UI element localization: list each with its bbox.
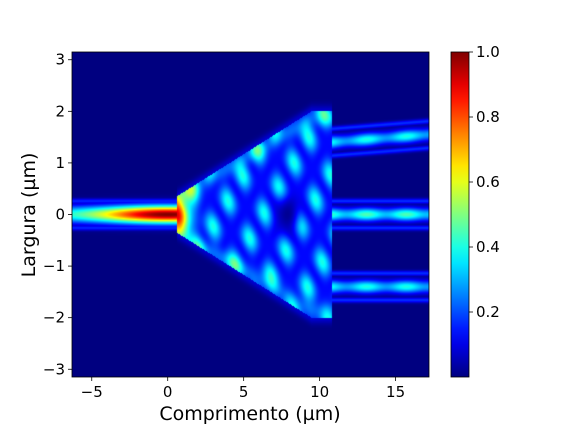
colorbar-tick-label: 0.6 [476, 173, 500, 191]
y-tick-label: −3 [43, 360, 65, 378]
x-tick-label: 5 [239, 383, 249, 401]
colorbar: 0.2 0.4 0.6 0.8 1.0 [450, 43, 500, 378]
colorbar-gradient [450, 51, 470, 378]
y-tick-label: −1 [43, 257, 65, 275]
colorbar-tick-label: 0.2 [476, 303, 500, 321]
x-tick-label: 0 [163, 383, 173, 401]
y-axis: −3 −2 −1 0 1 2 3 [43, 51, 72, 378]
y-tick-label: 1 [55, 154, 65, 172]
x-tick-label: 10 [310, 383, 329, 401]
colorbar-tick-label: 1.0 [476, 43, 500, 61]
y-tick-label: 0 [55, 206, 65, 224]
heatmap-field [72, 52, 429, 377]
y-axis-label: Largura (µm) [18, 153, 40, 278]
x-tick-label: 15 [386, 383, 405, 401]
heatmap-plot [71, 51, 430, 378]
colorbar-tick-label: 0.8 [476, 108, 500, 126]
y-tick-label: −2 [43, 309, 65, 327]
x-axis-label: Comprimento (µm) [159, 403, 340, 425]
x-axis: −5 0 5 10 15 [81, 377, 405, 401]
x-tick-label: −5 [81, 383, 103, 401]
y-tick-label: 3 [55, 51, 65, 69]
colorbar-tick-label: 0.4 [476, 238, 500, 256]
y-tick-label: 2 [55, 102, 65, 120]
